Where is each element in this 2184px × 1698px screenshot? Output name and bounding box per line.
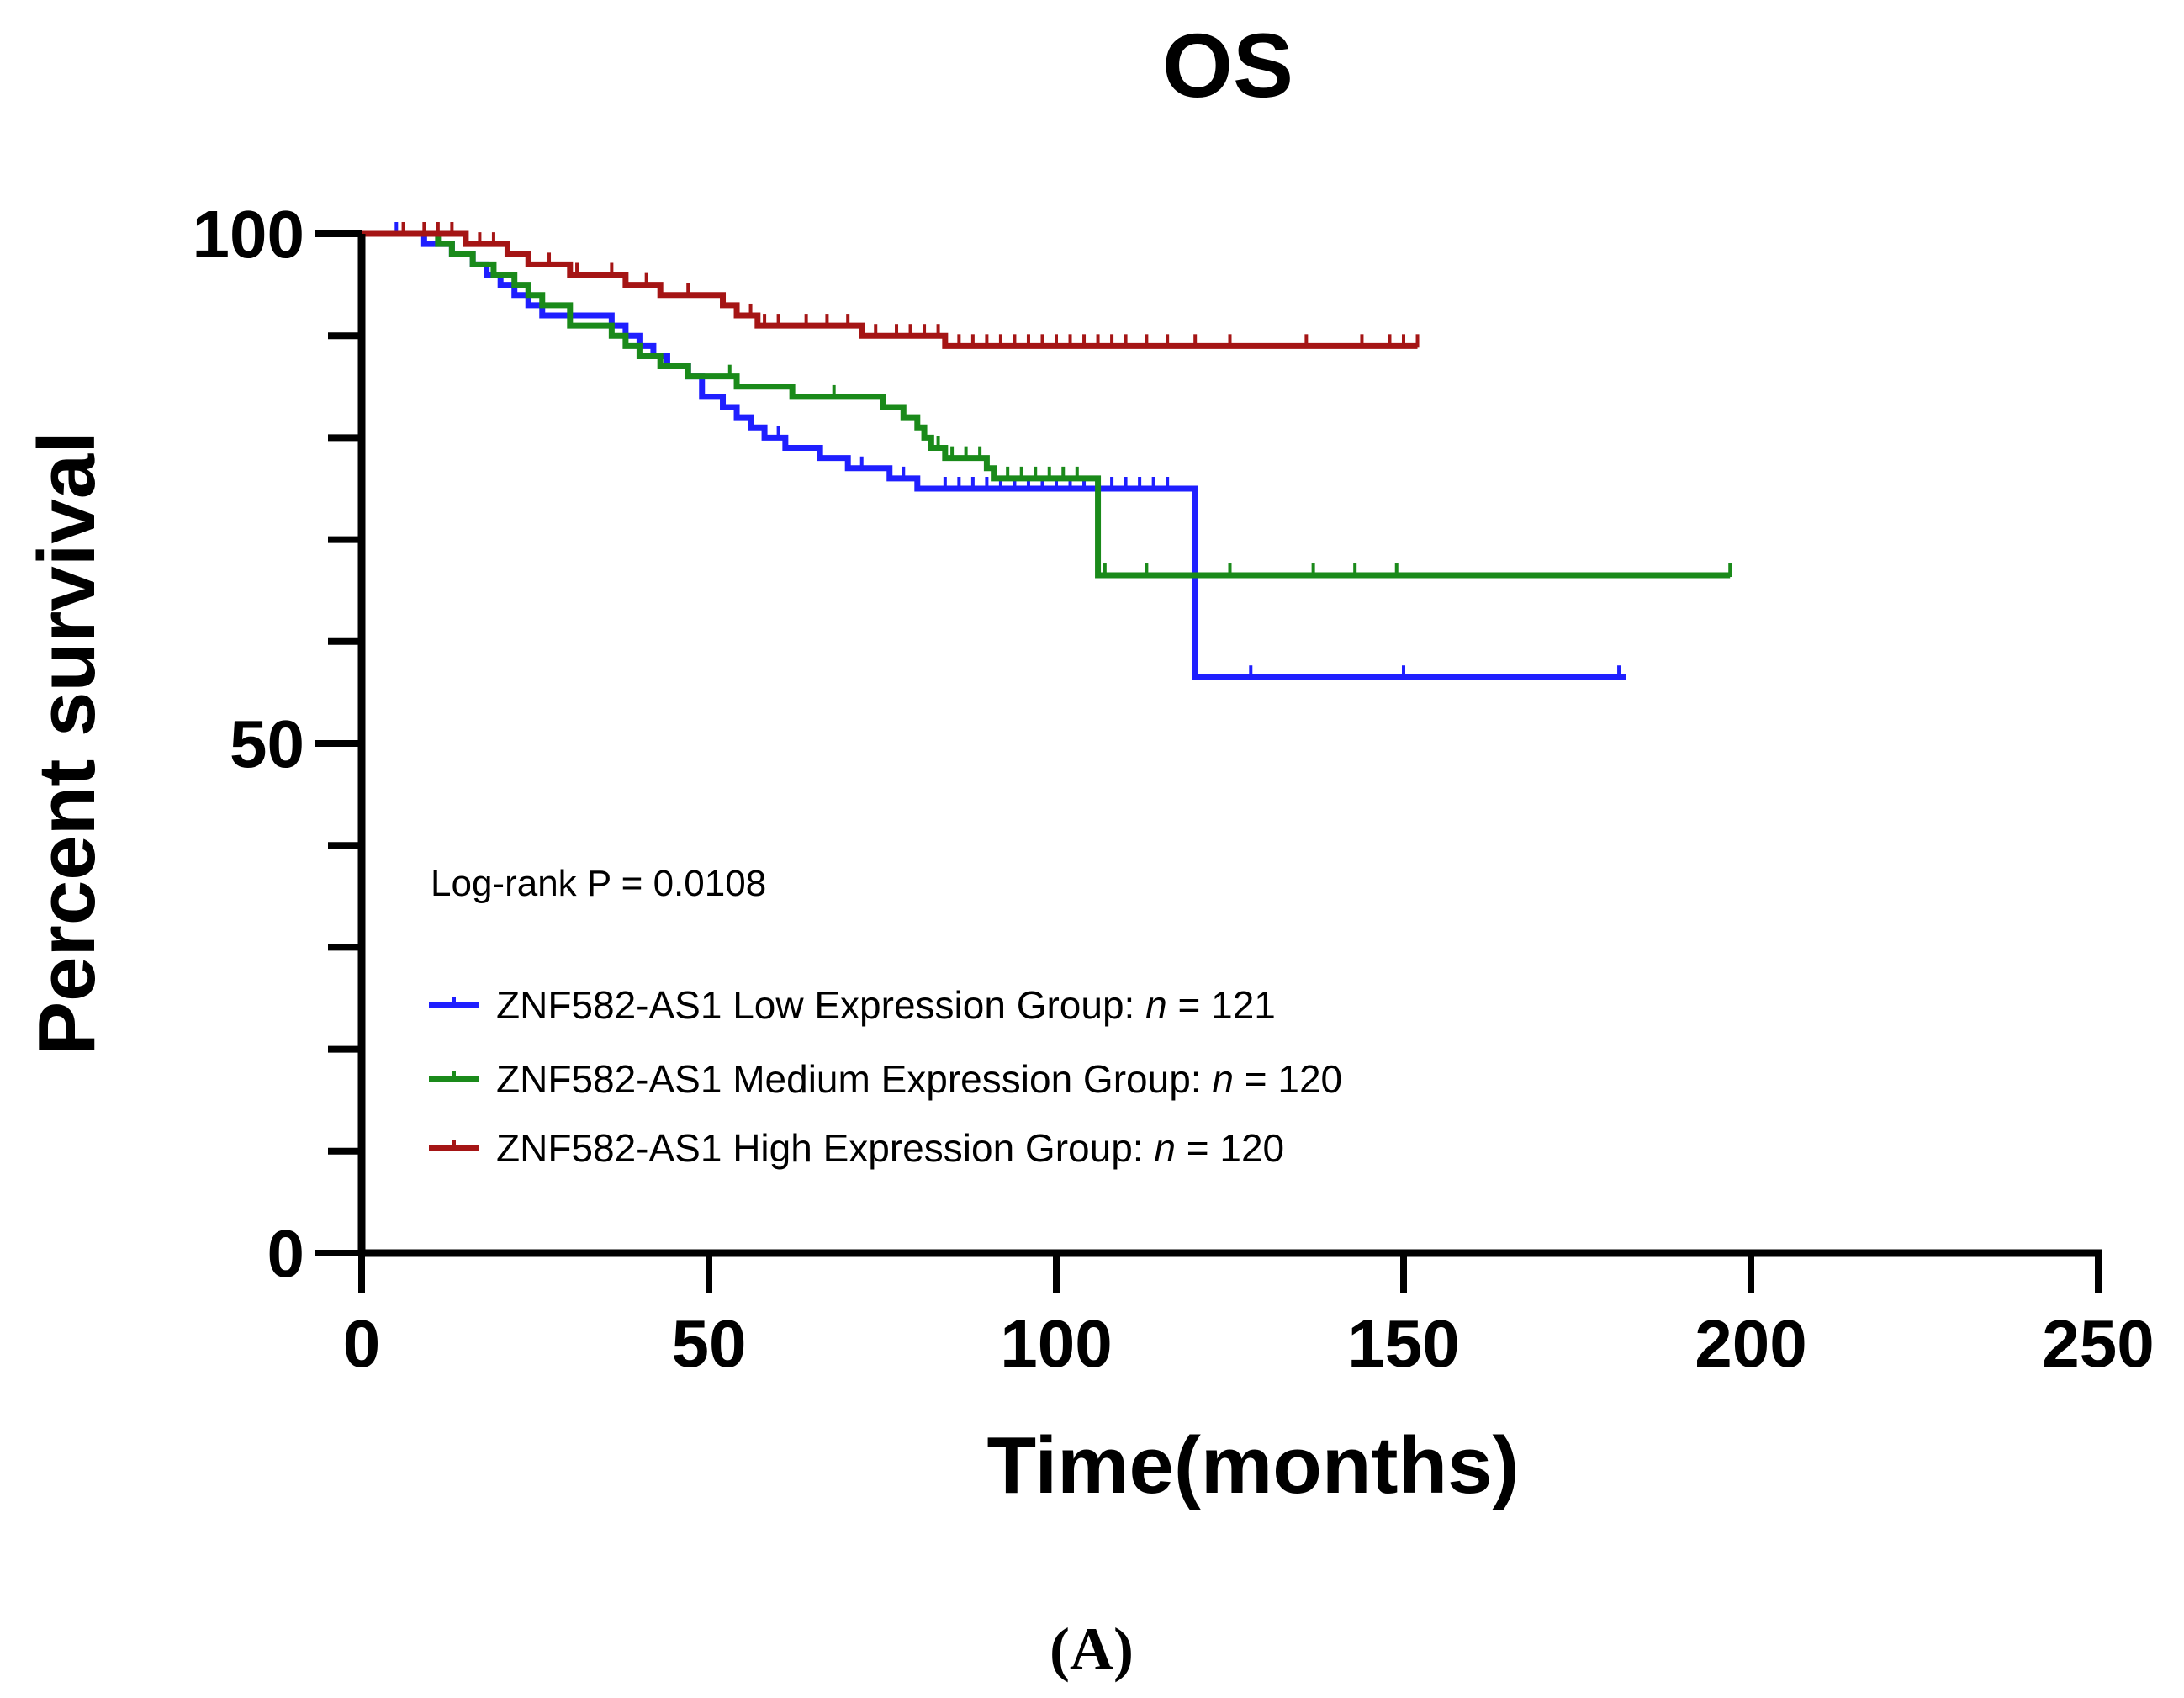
survival-curve-1 <box>362 230 1731 579</box>
x-tick-label: 250 <box>2042 1306 2154 1381</box>
log-rank-annotation: Log-rank P = 0.0108 <box>431 863 766 904</box>
y-tick-label: 0 <box>267 1216 305 1291</box>
y-tick-label: 50 <box>230 706 304 781</box>
x-tick-label: 200 <box>1695 1306 1806 1381</box>
survival-curve-0 <box>362 230 1626 680</box>
plot-area <box>362 222 1732 680</box>
x-axis-ticks: 0 50 100 150 200 250 <box>343 1253 2155 1381</box>
y-axis-ticks: 0 50 100 <box>193 197 362 1291</box>
legend-label-0: ZNF582-AS1 Low Expression Group: n = 121 <box>496 983 1276 1027</box>
x-tick-label: 150 <box>1347 1306 1459 1381</box>
legend-label-2: ZNF582-AS1 High Expression Group: n = 12… <box>496 1126 1284 1170</box>
y-axis-label: Percent survival <box>22 431 112 1055</box>
chart-title: OS <box>1162 14 1293 116</box>
x-tick-label: 100 <box>1000 1306 1112 1381</box>
panel-label: (A) <box>1050 1616 1134 1683</box>
x-axis-label: Time(months) <box>987 1420 1520 1510</box>
y-tick-label: 100 <box>193 197 304 272</box>
survival-curve-2 <box>362 230 1418 349</box>
legend: ZNF582-AS1 Low Expression Group: n = 121… <box>429 983 1342 1170</box>
legend-label-1: ZNF582-AS1 Medium Expression Group: n = … <box>496 1057 1342 1101</box>
x-tick-label: 50 <box>672 1306 747 1381</box>
x-tick-label: 0 <box>343 1306 381 1381</box>
